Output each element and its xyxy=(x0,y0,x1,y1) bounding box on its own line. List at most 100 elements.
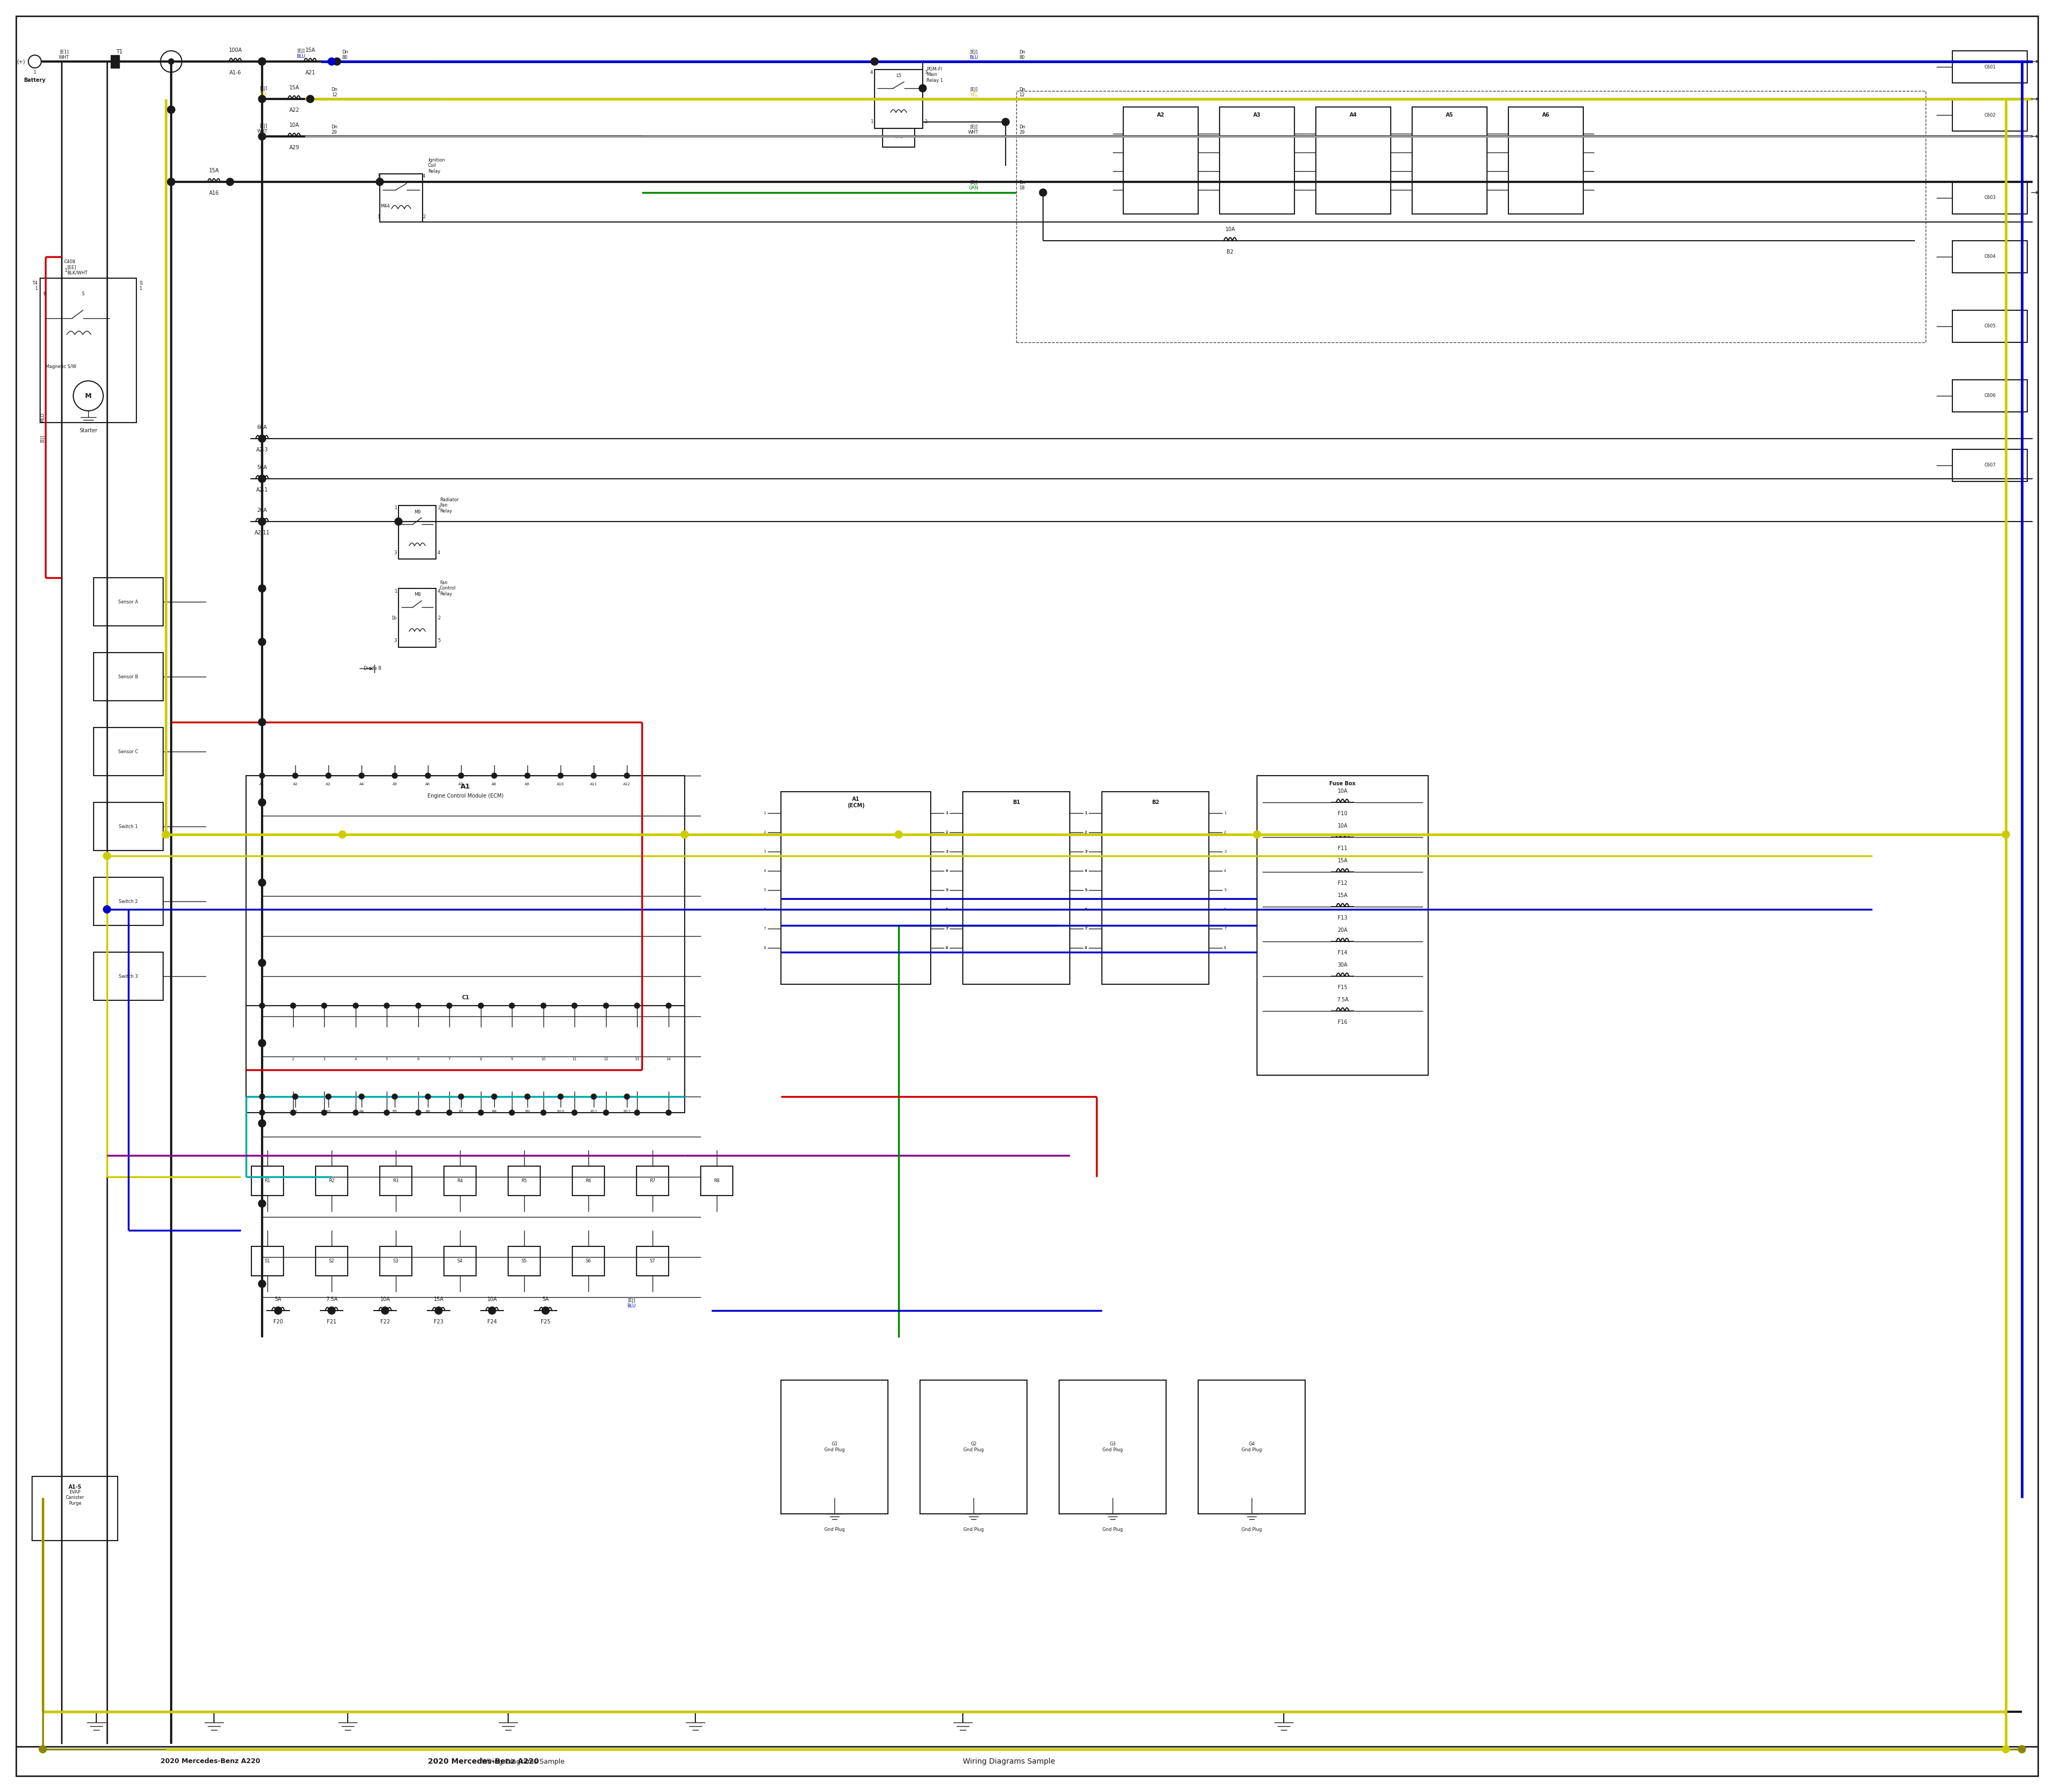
Text: S2: S2 xyxy=(329,1260,335,1263)
Text: A12: A12 xyxy=(622,783,631,787)
Text: 12: 12 xyxy=(331,91,337,97)
Text: G4
Gnd Plug: G4 Gnd Plug xyxy=(1241,1443,1261,1452)
Text: 7: 7 xyxy=(945,926,949,930)
Circle shape xyxy=(559,1093,563,1098)
Circle shape xyxy=(392,1093,396,1098)
Text: A1: A1 xyxy=(460,783,470,790)
Text: 15A: 15A xyxy=(433,1297,444,1303)
Circle shape xyxy=(259,1039,265,1047)
Bar xyxy=(875,70,922,129)
Text: A22: A22 xyxy=(290,108,300,113)
Text: 1: 1 xyxy=(394,590,396,593)
Text: [EJ]: [EJ] xyxy=(969,50,978,54)
Text: G3
Gnd Plug: G3 Gnd Plug xyxy=(1103,1443,1124,1452)
Text: B1: B1 xyxy=(1013,799,1021,805)
Text: S4: S4 xyxy=(458,1260,462,1263)
Text: Battery: Battery xyxy=(25,77,45,82)
Text: R3: R3 xyxy=(392,1179,398,1183)
Text: 1: 1 xyxy=(64,267,68,272)
Text: R8: R8 xyxy=(713,1179,719,1183)
Circle shape xyxy=(491,772,497,778)
Text: A1-5: A1-5 xyxy=(68,1484,82,1489)
Text: 1: 1 xyxy=(35,287,37,292)
Circle shape xyxy=(559,772,563,778)
Bar xyxy=(94,878,162,925)
Text: 2: 2 xyxy=(764,831,766,833)
Circle shape xyxy=(322,1004,327,1009)
Text: 3: 3 xyxy=(394,550,396,556)
Circle shape xyxy=(592,772,596,778)
Text: 3: 3 xyxy=(1085,849,1087,853)
Text: 4: 4 xyxy=(764,869,766,873)
Text: Sensor C: Sensor C xyxy=(119,749,138,754)
Bar xyxy=(963,792,1070,984)
Text: B2: B2 xyxy=(294,1109,298,1113)
Circle shape xyxy=(359,1093,364,1098)
Text: Fuse Box: Fuse Box xyxy=(1329,781,1356,787)
Text: Gnd Plug: Gnd Plug xyxy=(1103,1527,1124,1532)
Circle shape xyxy=(353,1004,357,1009)
Text: 50A: 50A xyxy=(257,464,267,470)
Circle shape xyxy=(1002,118,1009,125)
Circle shape xyxy=(327,1093,331,1098)
Text: 5: 5 xyxy=(1085,889,1087,892)
Bar xyxy=(398,588,435,647)
Text: BLK/WHT: BLK/WHT xyxy=(68,271,88,276)
Circle shape xyxy=(918,84,926,91)
Text: 5: 5 xyxy=(945,889,949,892)
Text: 8: 8 xyxy=(1224,946,1226,950)
Text: [EJ]: [EJ] xyxy=(259,124,267,127)
Circle shape xyxy=(524,1093,530,1098)
Bar xyxy=(111,56,119,68)
Text: I1: I1 xyxy=(140,281,144,287)
Text: 6: 6 xyxy=(1085,909,1087,910)
Bar xyxy=(781,792,930,984)
Text: [EJ]: [EJ] xyxy=(969,88,978,91)
Text: M44: M44 xyxy=(380,204,390,208)
Text: S5: S5 xyxy=(522,1260,528,1263)
Text: 2: 2 xyxy=(945,831,947,833)
Text: 1: 1 xyxy=(871,120,873,124)
Circle shape xyxy=(571,1004,577,1009)
Text: 10A: 10A xyxy=(487,1297,497,1303)
Text: Dn: Dn xyxy=(341,50,349,54)
Circle shape xyxy=(259,1201,265,1208)
Circle shape xyxy=(604,1004,608,1009)
Text: Dn: Dn xyxy=(331,124,337,129)
Circle shape xyxy=(259,518,265,525)
Text: C607: C607 xyxy=(1984,462,1996,468)
Text: B8: B8 xyxy=(491,1109,497,1113)
Circle shape xyxy=(168,59,175,65)
Text: C604: C604 xyxy=(1984,254,1996,260)
Text: 6: 6 xyxy=(1224,909,1226,910)
Bar xyxy=(316,1167,347,1195)
Text: R2: R2 xyxy=(329,1179,335,1183)
Text: 7.5A: 7.5A xyxy=(1337,996,1349,1002)
Text: 80: 80 xyxy=(343,56,347,59)
Bar xyxy=(1317,108,1391,213)
Text: B7: B7 xyxy=(458,1109,464,1113)
Bar xyxy=(246,1005,684,1113)
Bar xyxy=(246,776,684,1097)
Circle shape xyxy=(259,95,265,102)
Circle shape xyxy=(871,57,879,65)
Circle shape xyxy=(353,1109,357,1115)
Text: 6: 6 xyxy=(764,909,766,910)
Circle shape xyxy=(259,1109,265,1115)
Text: 2020 Mercedes-Benz A220: 2020 Mercedes-Benz A220 xyxy=(427,1758,538,1765)
Circle shape xyxy=(329,1306,335,1314)
Bar xyxy=(1953,310,2027,342)
Circle shape xyxy=(624,772,631,778)
Circle shape xyxy=(446,1004,452,1009)
Text: 7: 7 xyxy=(1085,926,1087,930)
Text: 6: 6 xyxy=(417,1057,419,1061)
Circle shape xyxy=(665,1109,672,1115)
Text: BLU: BLU xyxy=(296,54,304,59)
Text: A5: A5 xyxy=(1446,113,1454,118)
Text: 15A: 15A xyxy=(306,48,316,54)
Text: F24: F24 xyxy=(487,1319,497,1324)
Text: BLU: BLU xyxy=(969,56,978,59)
Circle shape xyxy=(275,1306,281,1314)
Text: S3: S3 xyxy=(392,1260,398,1263)
Text: 1: 1 xyxy=(33,70,37,75)
